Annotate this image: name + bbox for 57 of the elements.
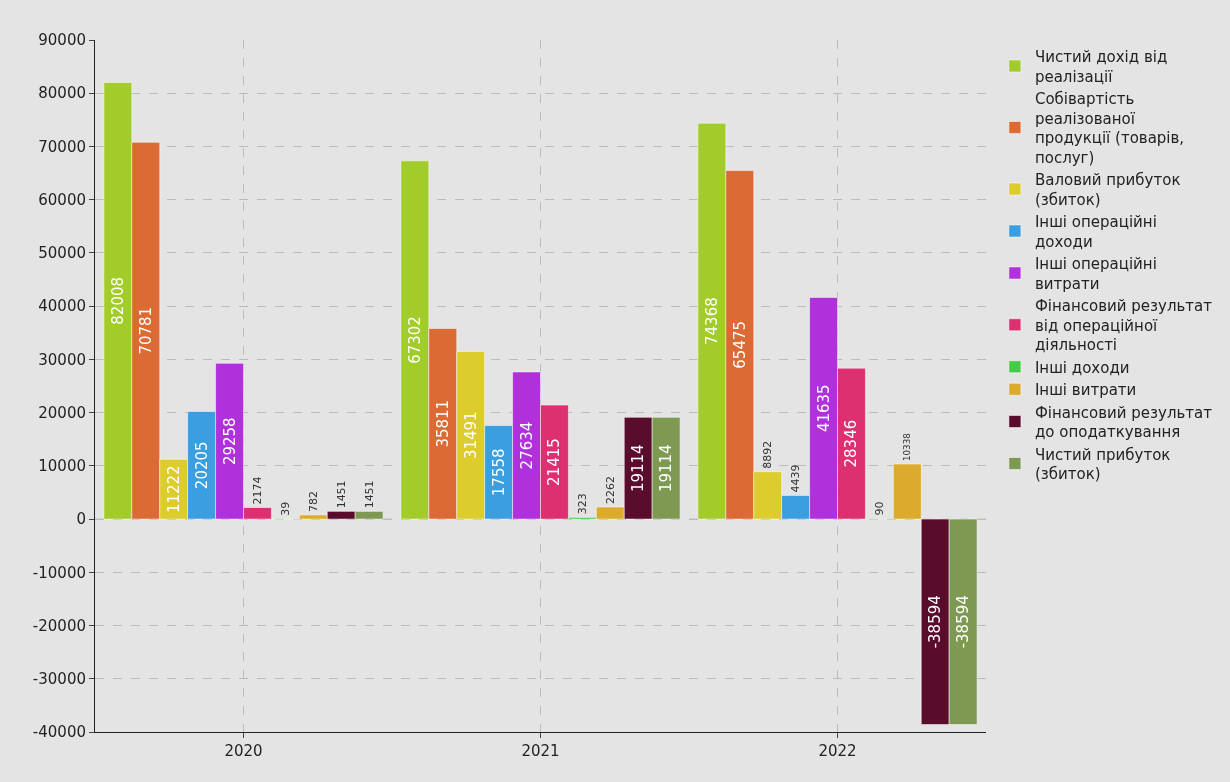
y-tick-label: 70000 <box>38 137 86 156</box>
legend-label: Інші операційні доходи <box>1034 213 1157 251</box>
y-tick-label: 80000 <box>38 84 86 103</box>
data-label: 65475 <box>730 320 749 369</box>
data-label: 39 <box>278 501 292 516</box>
data-label: 17558 <box>489 448 508 497</box>
data-label: 4439 <box>789 464 803 493</box>
y-tick-label: -10000 <box>32 563 86 582</box>
legend-label: Валовий прибуток (збиток) <box>1034 171 1181 209</box>
legend-label: Інші витрати <box>1034 381 1137 400</box>
data-label: 1451 <box>334 480 348 509</box>
data-label: 70781 <box>136 306 155 355</box>
y-tick-label: -40000 <box>32 723 86 742</box>
data-label: 782 <box>306 490 320 512</box>
y-tick-label: 0 <box>76 510 86 529</box>
legend-label: Інші операційні витрати <box>1034 255 1157 293</box>
data-label: 74368 <box>702 297 721 345</box>
data-label: 29258 <box>220 417 239 466</box>
data-label: 1451 <box>362 480 376 509</box>
x-tick-label: 2021 <box>521 742 560 760</box>
data-label: 19114 <box>629 444 648 493</box>
y-tick-label: 50000 <box>38 244 86 263</box>
legend-label: Чистий дохід від реалізації <box>1034 48 1168 86</box>
data-label: 20205 <box>192 441 211 490</box>
data-label: -38594 <box>926 595 945 649</box>
y-tick-label: 20000 <box>38 403 86 422</box>
data-label: 41635 <box>814 384 833 433</box>
legend-label: Інші доходи <box>1034 358 1130 377</box>
data-label: 8892 <box>761 440 775 469</box>
y-tick-label: 10000 <box>38 457 86 476</box>
data-label: 35811 <box>433 399 452 448</box>
data-label: 67302 <box>405 316 424 364</box>
legend-label: Фінансовий результат до оподаткування <box>1034 403 1213 442</box>
data-label: 21415 <box>545 438 564 486</box>
data-label: 10338 <box>902 433 913 462</box>
data-label: 2174 <box>250 476 264 505</box>
x-tick-label: 2022 <box>818 742 857 760</box>
legend-label: Собівартість реалізованої продукції (товарів, послуг) <box>1034 90 1185 167</box>
data-label: 82008 <box>108 276 127 325</box>
y-tick-label: 90000 <box>38 31 86 50</box>
data-label: 19114 <box>657 444 676 493</box>
data-label: 90 <box>872 501 886 516</box>
y-tick-label: 30000 <box>38 350 86 369</box>
y-tick-label: 40000 <box>38 297 86 316</box>
data-label: 28346 <box>842 419 861 468</box>
data-label: 11222 <box>164 465 183 514</box>
y-tick-label: -30000 <box>32 670 86 689</box>
data-label: 31491 <box>461 411 480 460</box>
data-label: 323 <box>575 493 589 515</box>
x-tick-label: 2020 <box>224 742 263 760</box>
legend-label: Фінансовий результат від операційної діяльності <box>1034 297 1213 355</box>
data-label: -38594 <box>954 595 973 649</box>
y-tick-label: -20000 <box>32 616 86 635</box>
data-label: 27634 <box>517 421 536 470</box>
legend-label: Чистий прибуток (збиток) <box>1034 445 1171 484</box>
y-tick-label: 60000 <box>38 190 86 209</box>
data-label: 2262 <box>603 476 617 505</box>
